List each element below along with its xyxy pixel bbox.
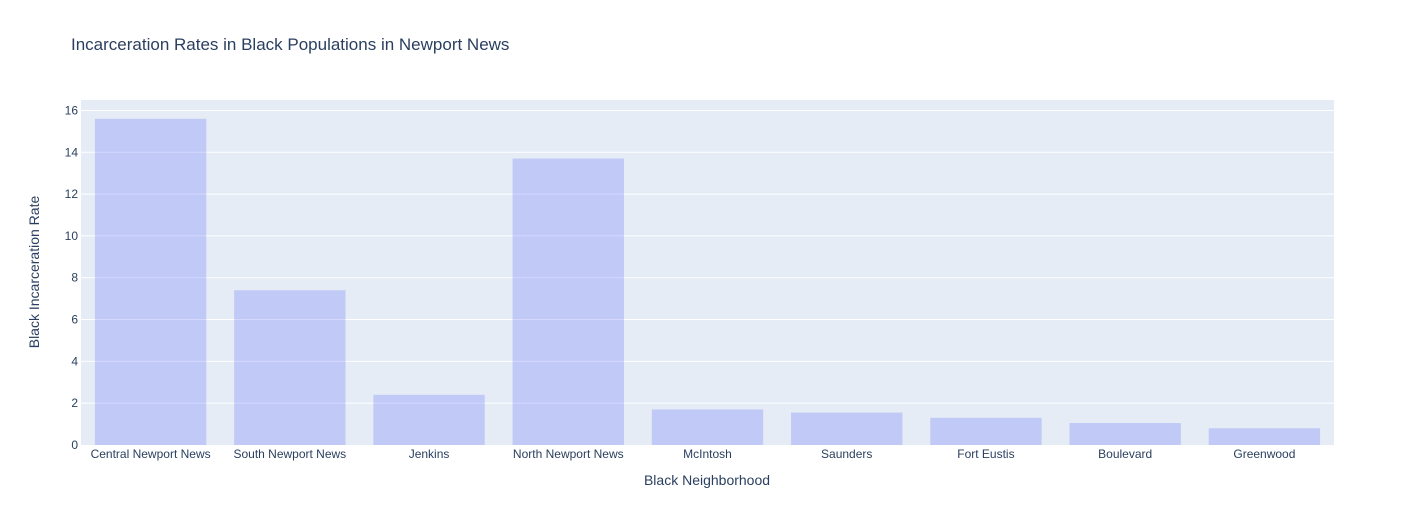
y-axis-title: Black Incarceration Rate [26,196,42,349]
x-tick-label: Central Newport News [91,447,211,461]
y-tick-label: 8 [71,271,78,285]
y-tick-label: 2 [71,396,78,410]
x-axis-title: Black Neighborhood [644,472,770,488]
x-tick-label: North Newport News [513,447,624,461]
y-tick-label: 16 [65,103,79,117]
y-tick-label: 10 [65,229,79,243]
x-tick-label: Saunders [821,447,872,461]
x-tick-label: South Newport News [233,447,346,461]
bars [94,118,1321,446]
y-tick-label: 0 [71,438,78,452]
chart-title: Incarceration Rates in Black Populations… [71,35,509,54]
x-axis-ticks: Central Newport News South Newport News Je… [91,447,1296,461]
bar-boulevard[interactable] [1069,423,1181,445]
y-axis-ticks: 0 2 4 6 8 10 12 14 16 [65,103,79,452]
bar-fort-eustis[interactable] [930,417,1042,445]
bar-mcintosh[interactable] [651,409,764,445]
bar-north-newport-news[interactable] [512,158,624,445]
bar-south-newport-news[interactable] [234,290,346,445]
y-tick-label: 4 [71,354,78,368]
bar-greenwood[interactable] [1208,428,1321,445]
bar-saunders[interactable] [791,412,903,445]
x-tick-label: Greenwood [1233,447,1295,461]
y-tick-label: 12 [65,187,79,201]
y-tick-label: 6 [71,313,78,327]
y-tick-label: 14 [65,145,79,159]
plot-area [81,100,1334,445]
x-tick-label: McIntosh [683,447,732,461]
x-tick-label: Fort Eustis [957,447,1014,461]
bar-jenkins[interactable] [373,394,485,445]
x-tick-label: Jenkins [409,447,450,461]
grid-lines [81,109,1334,404]
bar-central-newport-news[interactable] [94,118,207,446]
x-tick-label: Boulevard [1098,447,1152,461]
